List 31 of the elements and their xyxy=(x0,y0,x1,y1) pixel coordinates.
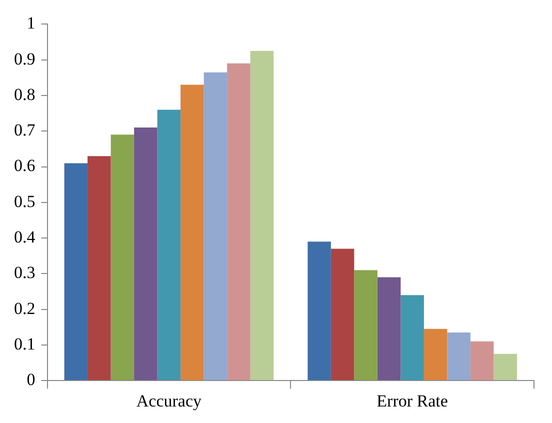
bar xyxy=(134,128,158,380)
y-tick-label: 0.2 xyxy=(14,298,36,318)
y-tick-label: 0 xyxy=(26,370,36,390)
y-tick-label: 0.7 xyxy=(14,120,36,140)
bar xyxy=(400,295,424,380)
bar xyxy=(64,163,88,380)
bar xyxy=(377,277,401,380)
y-tick-label: 0.6 xyxy=(14,156,36,176)
y-tick-label: 0.8 xyxy=(14,84,36,104)
x-tick-label: Accuracy xyxy=(136,391,202,410)
bar xyxy=(227,63,250,380)
x-tick-label: Error Rate xyxy=(376,391,448,410)
bar xyxy=(250,50,274,380)
bar xyxy=(88,156,111,380)
y-tick-label: 0.4 xyxy=(14,228,36,247)
bar xyxy=(204,72,228,380)
bar xyxy=(354,270,378,380)
bar xyxy=(470,341,494,380)
bar xyxy=(494,354,517,380)
bar xyxy=(308,242,331,380)
y-tick-label: 1 xyxy=(26,14,36,33)
bar xyxy=(157,110,181,380)
bar xyxy=(447,332,470,380)
bar xyxy=(110,134,134,380)
y-tick-label: 0.1 xyxy=(14,334,36,354)
y-tick-label: 0.9 xyxy=(14,49,36,68)
bar xyxy=(180,84,204,380)
y-tick-label: 0.5 xyxy=(14,192,36,211)
bar xyxy=(424,328,448,380)
y-tick-label: 0.3 xyxy=(14,263,36,282)
bar xyxy=(330,248,354,380)
